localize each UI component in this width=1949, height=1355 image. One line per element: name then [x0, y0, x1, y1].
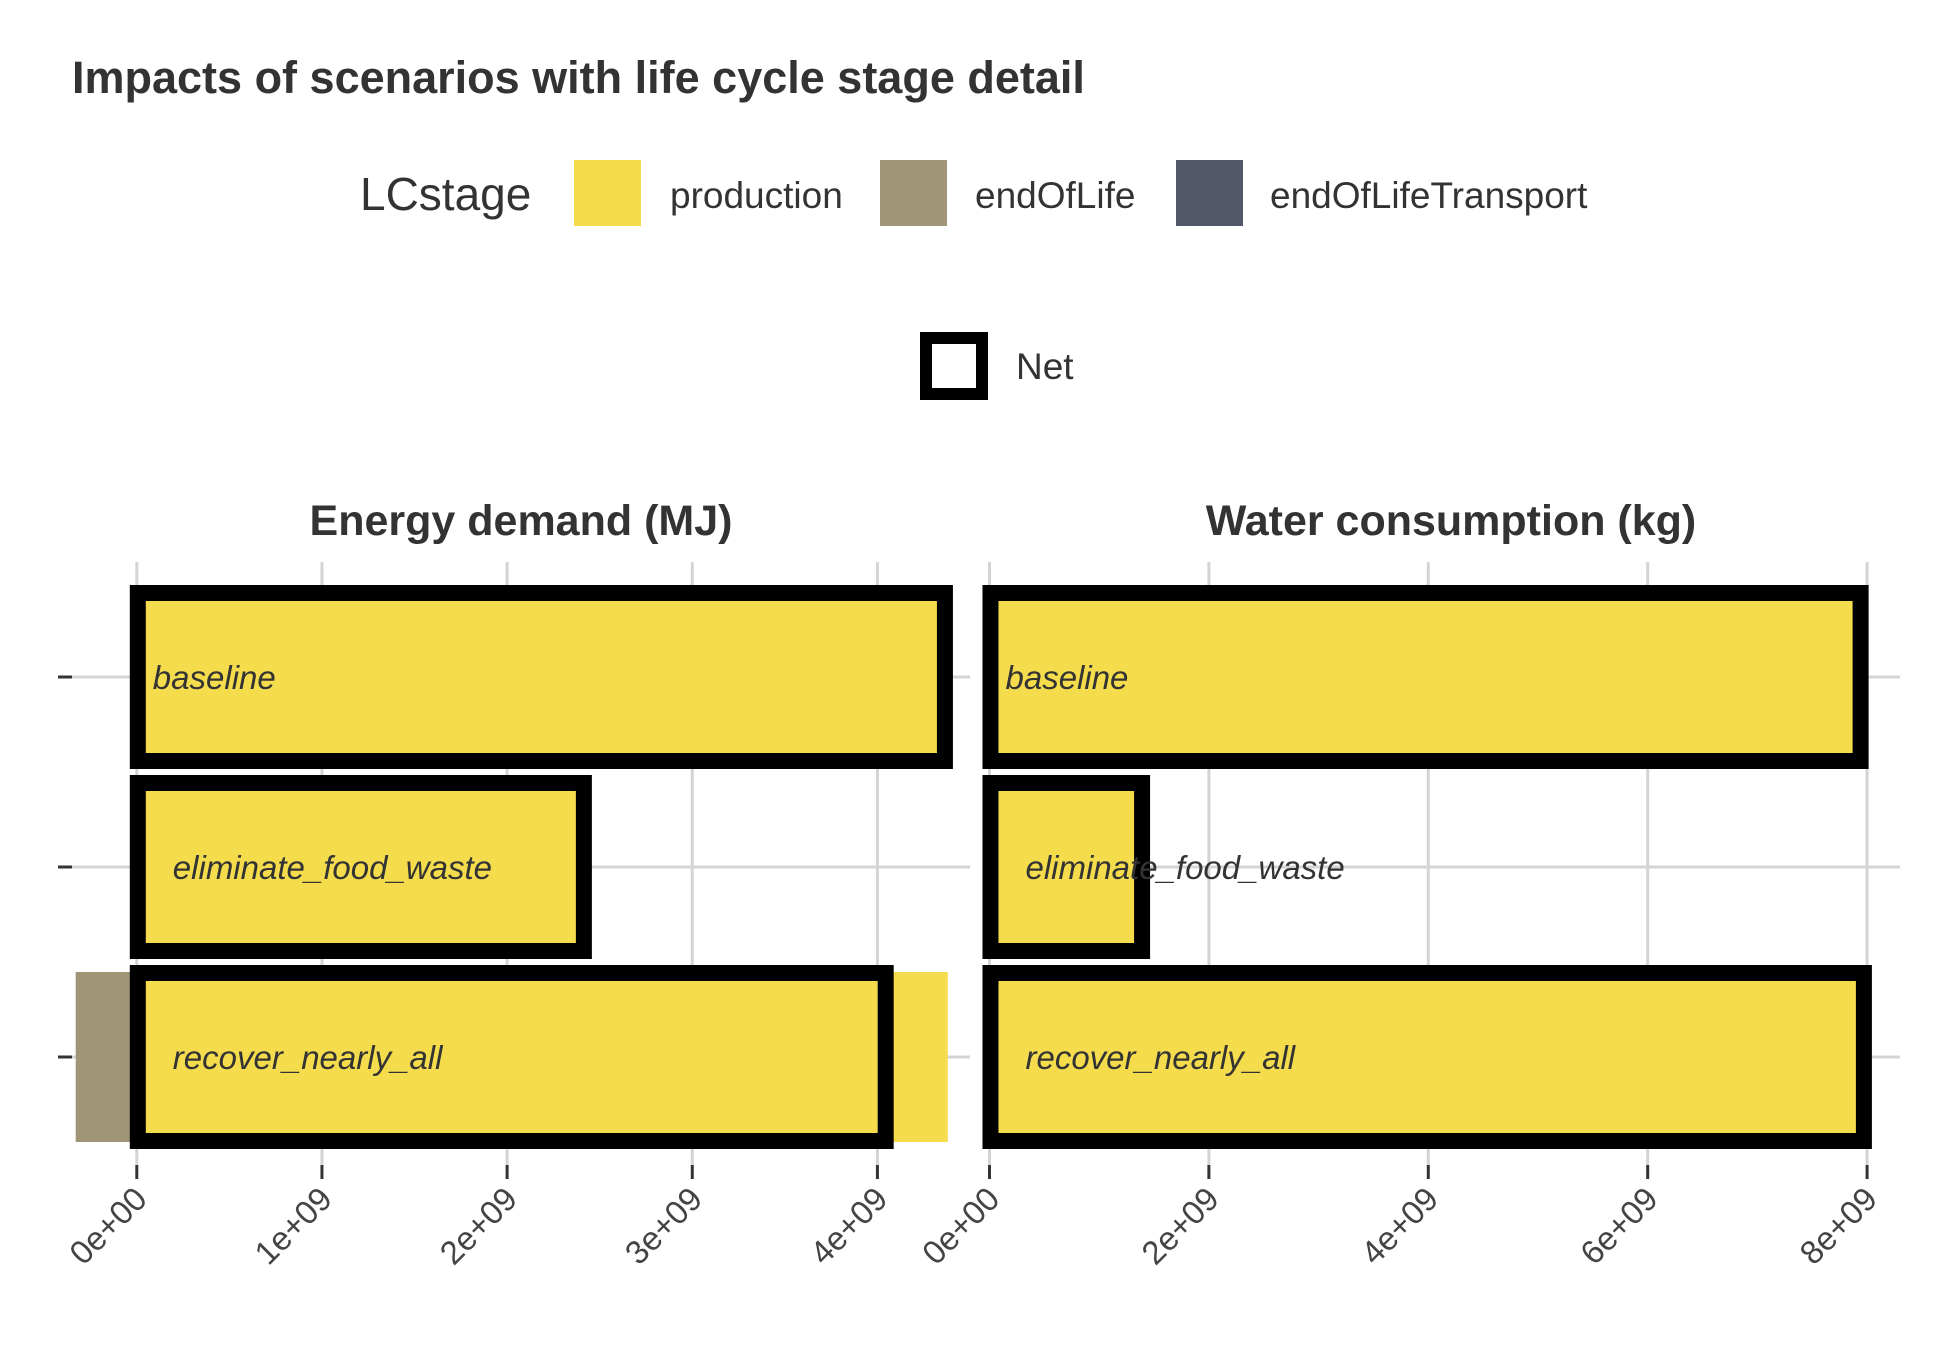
net-outline-eliminate_food_waste [982, 775, 1151, 959]
panel-title-energy: Energy demand (MJ) [310, 497, 733, 545]
category-label: baseline [1005, 659, 1128, 696]
category-label: baseline [153, 659, 276, 696]
x-tick-label: 0e+00 [915, 1180, 1007, 1272]
net-outline-baseline [982, 585, 1869, 769]
legend-title: LCstage [360, 168, 531, 220]
bar-production-recover_nearly_all [136, 972, 948, 1142]
bar-production-baseline [136, 592, 946, 762]
chart-title: Impacts of scenarios with life cycle sta… [72, 52, 1085, 103]
net-outline-recover_nearly_all [982, 965, 1872, 1149]
panel-title-water: Water consumption (kg) [1206, 497, 1697, 545]
x-tick-label: 2e+09 [432, 1180, 524, 1272]
category-label: eliminate_food_waste [1025, 849, 1344, 886]
bar-endOfLife-recover_nearly_all [75, 972, 137, 1142]
legend-label-endoflifetransport: endOfLifeTransport [1270, 175, 1588, 216]
bar-production-recover_nearly_all [989, 972, 1865, 1142]
x-tick-label: 0e+00 [62, 1180, 154, 1272]
category-label: recover_nearly_all [173, 1039, 444, 1076]
bar-production-eliminate_food_waste [136, 782, 585, 952]
x-tick-label: 4e+09 [1354, 1180, 1446, 1272]
panel-energy: baseline eliminate_food_waste recover_near… [58, 562, 970, 1271]
x-tick-label: 2e+09 [1134, 1180, 1226, 1272]
x-tick-label: 6e+09 [1573, 1180, 1665, 1272]
bar-production-baseline [989, 592, 1862, 762]
legend-swatch-production [574, 160, 641, 226]
legend-label-net: Net [1016, 346, 1074, 387]
panel-water: baseline eliminate_food_waste recover_near… [915, 562, 1900, 1271]
net-outline-baseline [129, 585, 953, 769]
legend-label-production: production [670, 175, 843, 216]
bar-production-eliminate_food_waste [989, 782, 1144, 952]
legend-swatch-net [920, 332, 988, 400]
legend-label-endoflife: endOfLife [975, 175, 1135, 216]
net-outline-eliminate_food_waste [129, 775, 592, 959]
x-tick-label: 4e+09 [803, 1180, 895, 1272]
legend-swatch-endoflife [880, 160, 947, 226]
x-tick-label: 1e+09 [247, 1180, 339, 1272]
net-outline-recover_nearly_all [129, 965, 894, 1149]
legend-swatch-endoflifetransport [1176, 160, 1243, 226]
x-tick-label: 3e+09 [618, 1180, 710, 1272]
category-label: eliminate_food_waste [173, 849, 492, 886]
category-label: recover_nearly_all [1025, 1039, 1296, 1076]
legend: LCstage production endOfLife endOfLifeTr… [360, 160, 1588, 400]
x-tick-label: 8e+09 [1792, 1180, 1884, 1272]
